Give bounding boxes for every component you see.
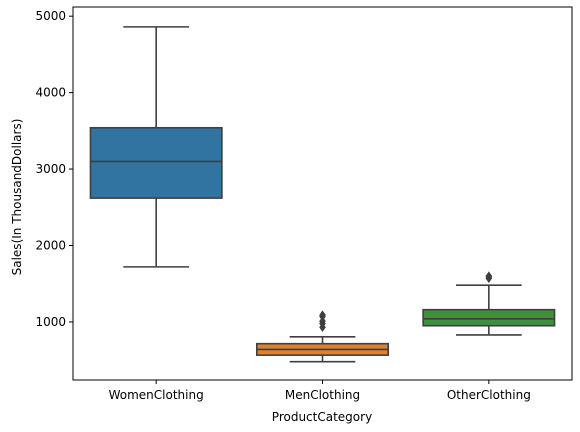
y-tick-label: 3000 [35, 162, 66, 176]
box-MenClothing [255, 310, 390, 363]
box-WomenClothing [89, 26, 223, 268]
y-tick-label: 2000 [35, 238, 66, 252]
outlier-point [485, 271, 493, 281]
iqr-box [422, 308, 556, 327]
x-tick-label: WomenClothing [109, 388, 204, 402]
iqr-box [89, 126, 223, 199]
outlier-point [319, 310, 326, 320]
y-axis: 1000 2000 3000 4000 5000 [35, 9, 73, 329]
x-tick-label: MenClothing [285, 388, 360, 402]
y-axis-label: Sales(In ThousandDollars) [10, 119, 24, 276]
box-OtherClothing [422, 271, 556, 336]
y-tick-label: 4000 [35, 86, 66, 100]
x-axis-label: ProductCategory [272, 410, 372, 424]
y-tick-label: 5000 [35, 9, 66, 23]
plot-marks [89, 26, 556, 363]
x-axis: WomenClothing MenClothing OtherClothing [109, 380, 531, 402]
y-tick-label: 1000 [35, 315, 66, 329]
x-tick-label: OtherClothing [447, 388, 531, 402]
